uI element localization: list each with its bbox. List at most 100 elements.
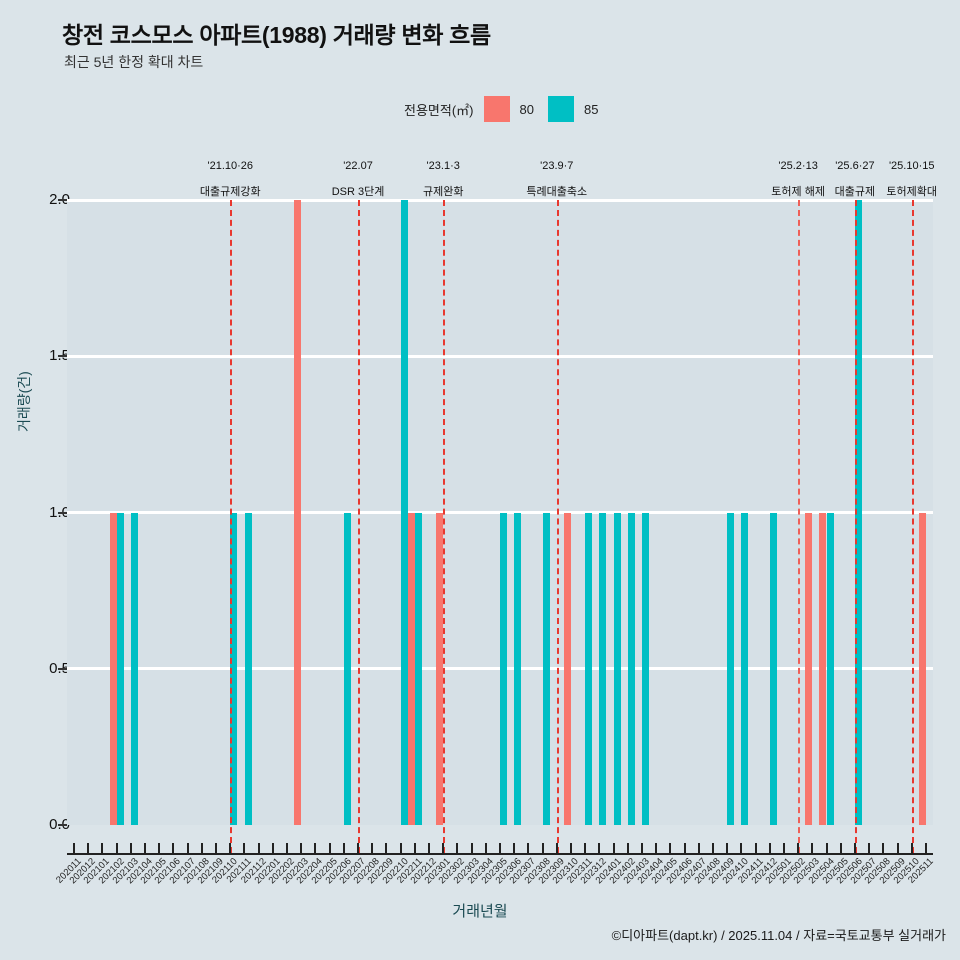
- x-axis-tick-mark: [868, 843, 871, 853]
- legend-swatch-80[interactable]: [483, 96, 510, 122]
- x-axis-tick-mark: [257, 843, 260, 853]
- chart-title: 창전 코스모스 아파트(1988) 거래량 변화 흐름: [62, 22, 491, 48]
- bar[interactable]: [855, 200, 863, 825]
- bar[interactable]: [514, 512, 522, 825]
- bar[interactable]: [563, 512, 571, 825]
- x-axis-tick-mark: [158, 843, 161, 853]
- event-name-label: 토허제확대: [886, 186, 938, 198]
- bar[interactable]: [627, 512, 635, 825]
- bar[interactable]: [599, 512, 607, 825]
- x-axis-tick-mark: [87, 843, 90, 853]
- legend-label-85: 85: [583, 101, 599, 117]
- x-axis-tick-mark: [811, 843, 814, 853]
- event-name-label: 토허제 해제: [771, 186, 825, 198]
- legend-label-80: 80: [519, 101, 534, 117]
- bar[interactable]: [918, 512, 926, 825]
- x-axis-tick-mark: [73, 843, 76, 853]
- bar[interactable]: [343, 512, 351, 825]
- bar[interactable]: [244, 512, 252, 825]
- bar[interactable]: [436, 512, 444, 825]
- x-axis-tick-mark: [555, 843, 558, 853]
- event-date-label: '21.10·26: [207, 160, 254, 172]
- bar[interactable]: [407, 512, 415, 825]
- event-marker-line: [358, 200, 361, 853]
- plot-area: [67, 198, 933, 825]
- x-axis-tick-mark: [513, 843, 516, 853]
- x-axis-tick-mark: [484, 843, 487, 853]
- bar[interactable]: [414, 512, 422, 825]
- legend: 전용면적(㎡) 80 85: [404, 96, 612, 122]
- event-date-label: '25.6·27: [835, 160, 875, 172]
- event-marker-line: [798, 200, 801, 853]
- bar[interactable]: [400, 200, 408, 825]
- bar[interactable]: [585, 512, 593, 825]
- y-axis-label: 거래량(건): [16, 371, 32, 432]
- bar[interactable]: [805, 512, 813, 825]
- x-axis-tick-mark: [740, 843, 743, 853]
- bar[interactable]: [769, 512, 777, 825]
- bar[interactable]: [116, 512, 124, 825]
- x-axis-tick-mark: [371, 843, 374, 853]
- x-axis-tick-mark: [129, 843, 132, 853]
- y-axis-tick-mark: [58, 199, 67, 201]
- x-axis-tick-mark: [584, 843, 587, 853]
- bar[interactable]: [500, 512, 508, 825]
- bar[interactable]: [613, 512, 621, 825]
- x-axis-tick-mark: [399, 843, 402, 853]
- x-axis-tick-mark: [853, 843, 856, 853]
- x-axis-tick-mark: [768, 843, 771, 853]
- x-axis-tick-mark: [115, 843, 118, 853]
- x-axis-tick-mark: [172, 843, 175, 853]
- x-axis-tick-mark: [669, 843, 672, 853]
- bar[interactable]: [741, 512, 749, 825]
- x-axis-tick-mark: [569, 843, 572, 853]
- event-marker-line: [230, 200, 233, 853]
- x-axis-tick-mark: [683, 843, 686, 853]
- x-axis-line: [67, 853, 933, 855]
- x-axis-tick-mark: [186, 843, 189, 853]
- bar[interactable]: [819, 512, 827, 825]
- x-axis-tick-mark: [711, 843, 714, 853]
- y-axis-tick-mark: [58, 511, 67, 514]
- x-axis-label: 거래년월: [452, 903, 508, 920]
- event-name-label: DSR 3단계: [331, 186, 385, 198]
- bar[interactable]: [230, 512, 238, 825]
- event-marker-line: [854, 200, 857, 853]
- footer-credit: ©디아파트(dapt.kr) / 2025.11.04 / 자료=국토교통부 실…: [611, 928, 946, 943]
- x-axis-tick-mark: [200, 843, 203, 853]
- x-axis-tick-mark: [640, 843, 643, 853]
- gridline: [67, 511, 933, 514]
- x-axis-tick-mark: [726, 843, 729, 853]
- x-axis-tick-mark: [300, 843, 303, 853]
- x-axis-tick-mark: [697, 843, 700, 853]
- x-axis-tick-mark: [882, 843, 885, 853]
- x-axis-tick-mark: [328, 843, 331, 853]
- x-axis-tick-mark: [527, 843, 530, 853]
- x-axis-tick-mark: [612, 843, 615, 853]
- bar[interactable]: [294, 200, 302, 825]
- event-date-label: '25.10·15: [888, 160, 935, 172]
- x-axis-tick-mark: [229, 843, 232, 853]
- x-axis-tick-mark: [314, 843, 317, 853]
- bar[interactable]: [542, 512, 550, 825]
- bar[interactable]: [109, 512, 117, 825]
- x-axis-tick-mark: [442, 843, 445, 853]
- bar[interactable]: [130, 512, 138, 825]
- x-axis-tick-mark: [754, 843, 757, 853]
- y-axis-tick-mark: [58, 667, 67, 670]
- bar[interactable]: [642, 512, 650, 825]
- gridline: [67, 198, 933, 202]
- bar[interactable]: [727, 512, 735, 825]
- y-axis-tick-mark: [58, 824, 67, 826]
- x-axis-tick-mark: [357, 843, 360, 853]
- x-axis-tick-mark: [385, 843, 388, 853]
- bar[interactable]: [826, 512, 834, 825]
- event-name-label: 규제완화: [422, 186, 464, 198]
- legend-title: 전용면적(㎡): [404, 102, 474, 118]
- x-axis-tick-mark: [286, 843, 289, 853]
- x-axis-tick-mark: [598, 843, 601, 853]
- event-marker-line: [911, 200, 914, 853]
- x-axis-tick-mark: [342, 843, 345, 853]
- legend-swatch-85[interactable]: [547, 96, 574, 122]
